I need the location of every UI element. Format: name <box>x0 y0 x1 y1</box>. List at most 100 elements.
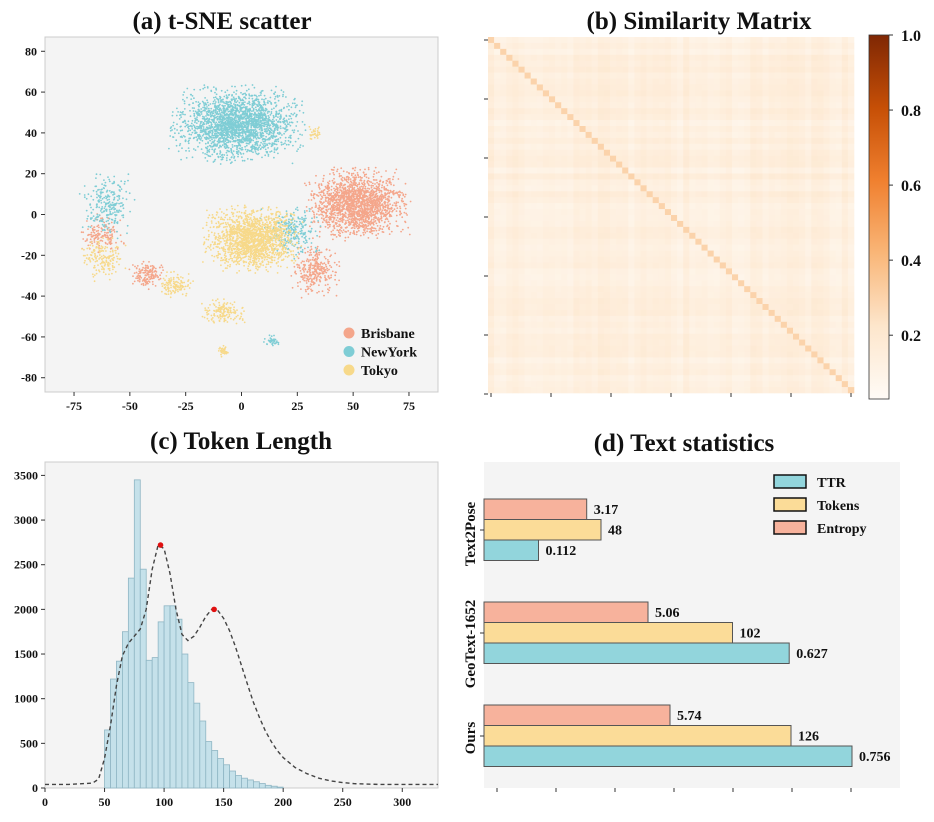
scatter-point <box>141 263 144 265</box>
scatter-point <box>373 170 376 173</box>
scatter-point <box>323 201 325 204</box>
scatter-point <box>333 166 336 169</box>
scatter-point <box>352 172 355 175</box>
scatter-point <box>315 216 318 219</box>
scatter-point <box>395 168 398 171</box>
scatter-point <box>252 139 255 142</box>
scatter-point <box>229 122 232 125</box>
scatter-point <box>323 217 325 220</box>
scatter-point <box>403 202 405 205</box>
scatter-point <box>344 212 347 215</box>
scatter-point <box>287 139 290 142</box>
scatter-point <box>171 111 174 113</box>
scatter-point <box>366 199 368 202</box>
scatter-point <box>380 212 383 214</box>
scatter-point <box>244 139 246 141</box>
scatter-point <box>386 210 389 212</box>
scatter-point <box>315 204 317 207</box>
scatter-point <box>310 221 313 224</box>
scatter-point <box>242 152 245 155</box>
scatter-point <box>96 213 99 216</box>
scatter-point <box>243 116 245 119</box>
scatter-point <box>139 271 142 274</box>
scatter-point <box>301 218 303 221</box>
scatter-point <box>209 113 212 115</box>
scatter-point <box>249 133 252 136</box>
scatter-point <box>213 96 215 99</box>
scatter-point <box>210 90 213 93</box>
scatter-point <box>277 116 279 118</box>
scatter-point <box>214 130 217 133</box>
scatter-point <box>351 226 354 229</box>
scatter-point <box>80 231 83 234</box>
scatter-point <box>309 271 312 274</box>
scatter-point <box>203 106 206 109</box>
scatter-point <box>178 118 181 120</box>
scatter-point <box>188 137 191 140</box>
scatter-point <box>217 155 220 158</box>
scatter-point <box>304 288 307 291</box>
scatter-point <box>224 140 227 143</box>
scatter-point <box>208 144 211 147</box>
scatter-point <box>258 101 261 103</box>
scatter-point <box>195 122 198 124</box>
scatter-point <box>238 101 241 104</box>
scatter-point <box>311 289 314 292</box>
scatter-point <box>312 211 315 214</box>
scatter-point <box>315 260 317 263</box>
scatter-point <box>232 108 234 111</box>
scatter-point <box>268 116 270 119</box>
scatter-point <box>222 107 225 110</box>
scatter-point <box>358 214 361 217</box>
scatter-point <box>328 225 331 228</box>
scatter-point <box>96 234 99 237</box>
scatter-point <box>132 282 134 285</box>
scatter-point <box>189 129 192 132</box>
scatter-point <box>296 150 298 153</box>
scatter-point <box>251 124 254 126</box>
scatter-point <box>145 265 147 267</box>
scatter-point <box>395 220 398 223</box>
scatter-point <box>222 122 225 125</box>
scatter-point <box>400 230 402 233</box>
scatter-point <box>144 280 146 283</box>
scatter-point <box>239 105 241 108</box>
scatter-point <box>206 153 208 156</box>
scatter-point <box>205 147 208 150</box>
scatter-point <box>218 128 220 131</box>
scatter-point <box>401 191 403 194</box>
scatter-point <box>309 274 312 277</box>
scatter-point <box>284 136 287 139</box>
scatter-point <box>364 185 367 188</box>
scatter-point <box>297 240 300 243</box>
scatter-point <box>191 127 194 130</box>
scatter-point <box>355 184 358 187</box>
scatter-point <box>259 117 262 120</box>
scatter-point <box>295 104 297 107</box>
scatter-point <box>327 259 329 261</box>
scatter-point <box>338 218 341 220</box>
scatter-point <box>280 117 282 119</box>
scatter-point <box>200 120 202 123</box>
scatter-point <box>262 137 264 140</box>
scatter-point <box>180 135 183 138</box>
scatter-point <box>395 202 398 205</box>
scatter-point <box>262 143 264 145</box>
scatter-point <box>218 125 220 128</box>
scatter-point <box>189 125 191 127</box>
scatter-point <box>372 211 375 214</box>
scatter-point <box>278 215 281 218</box>
scatter-point <box>245 89 248 92</box>
scatter-point <box>113 229 116 231</box>
scatter-point <box>276 132 279 135</box>
scatter-point <box>376 181 378 184</box>
scatter-point <box>310 254 313 256</box>
scatter-point <box>373 229 375 232</box>
scatter-point <box>244 148 247 151</box>
scatter-point <box>372 213 375 216</box>
scatter-point <box>236 146 239 149</box>
scatter-point <box>263 113 266 116</box>
scatter-point <box>237 116 240 119</box>
scatter-point <box>293 98 296 101</box>
scatter-point <box>211 138 213 141</box>
